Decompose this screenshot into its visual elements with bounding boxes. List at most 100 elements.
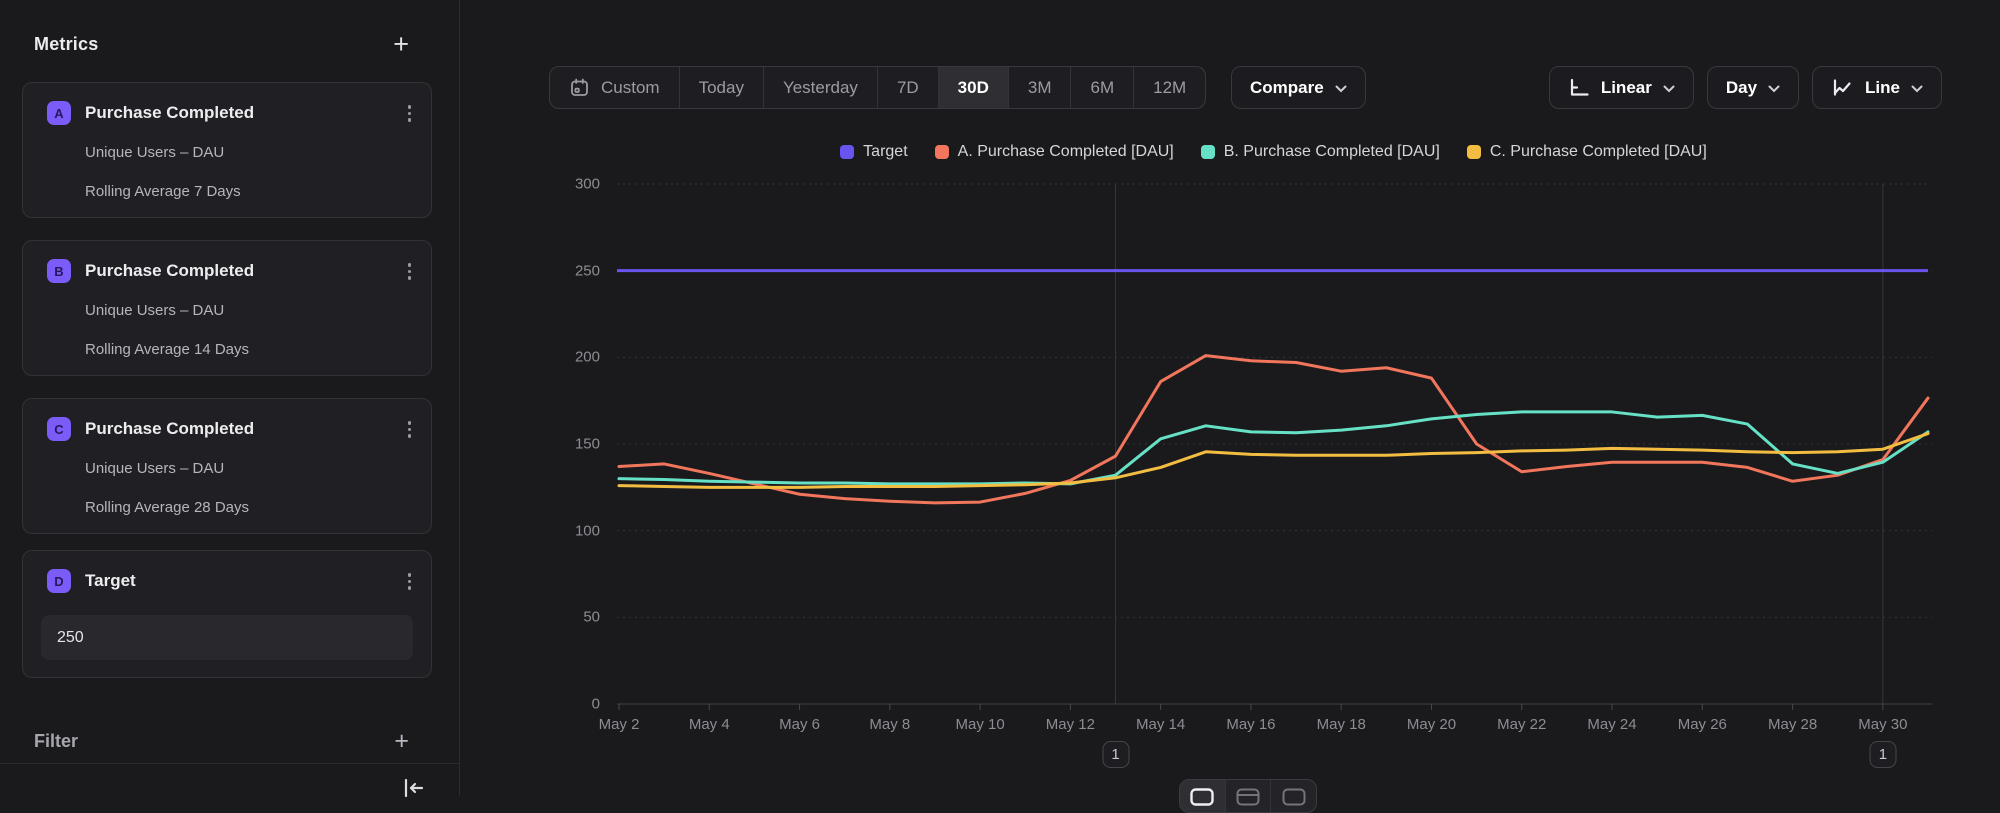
add-metric-icon[interactable]: +: [393, 34, 409, 54]
scale-button[interactable]: Linear: [1549, 66, 1694, 109]
metric-card-header: D Target: [47, 569, 417, 594]
metric-title: Purchase Completed: [85, 419, 254, 439]
range-30d[interactable]: 30D: [938, 67, 1008, 108]
metric-measure: Unique Users – DAU: [85, 144, 224, 161]
calendar-icon: [569, 77, 590, 98]
x-axis-label: May 22: [1497, 716, 1546, 733]
legend-item[interactable]: B. Purchase Completed [DAU]: [1201, 143, 1440, 161]
metric-transform: Rolling Average 7 Days: [85, 183, 241, 200]
y-axis-label: 200: [545, 349, 600, 366]
range-12m[interactable]: 12M: [1133, 67, 1205, 108]
x-axis-label: May 18: [1317, 716, 1366, 733]
metric-title: Purchase Completed: [85, 103, 254, 123]
view-toggle: [1179, 779, 1317, 813]
range-custom[interactable]: Custom: [550, 67, 679, 108]
sidebar-divider: [0, 763, 459, 764]
legend-label: A. Purchase Completed [DAU]: [958, 143, 1174, 161]
legend-label: C. Purchase Completed [DAU]: [1490, 143, 1707, 161]
x-axis-label: May 10: [955, 716, 1004, 733]
metric-badge: C: [47, 417, 71, 441]
chevron-down-icon: [1768, 85, 1780, 93]
target-value-input[interactable]: [41, 615, 413, 660]
metric-measure: Unique Users – DAU: [85, 460, 224, 477]
table-view-icon: [1236, 788, 1260, 806]
legend-item[interactable]: C. Purchase Completed [DAU]: [1467, 143, 1707, 161]
x-axis-label: May 30: [1858, 716, 1907, 733]
legend-swatch: [1201, 145, 1215, 159]
series-line-c: [619, 434, 1928, 488]
view-split-button[interactable]: [1270, 780, 1316, 812]
split-view-icon: [1282, 788, 1306, 806]
line-chart-icon: [1831, 77, 1854, 99]
axis-scale-icon: [1568, 77, 1590, 99]
y-axis-label: 50: [545, 609, 600, 626]
metric-badge: B: [47, 259, 71, 283]
chart-view-icon: [1190, 788, 1214, 806]
legend-item[interactable]: Target: [840, 143, 907, 161]
metric-badge: A: [47, 101, 71, 125]
x-axis-label: May 20: [1407, 716, 1456, 733]
x-axis-label: May 12: [1046, 716, 1095, 733]
chart-controls: Linear Day Line: [1549, 66, 1942, 109]
x-axis-label: May 8: [869, 716, 910, 733]
y-axis-label: 150: [545, 436, 600, 453]
filter-section: Filter +: [34, 727, 409, 755]
y-axis-label: 100: [545, 522, 600, 539]
compare-button[interactable]: Compare: [1231, 66, 1366, 109]
y-axis-label: 300: [545, 176, 600, 193]
legend-swatch: [840, 145, 854, 159]
kebab-menu-icon[interactable]: [402, 569, 418, 594]
date-range-picker: Custom Today Yesterday 7D 30D 3M 6M 12M: [549, 66, 1206, 109]
add-filter-icon[interactable]: +: [394, 731, 409, 751]
metric-title: Target: [85, 571, 136, 591]
sidebar-header: Metrics +: [34, 30, 409, 58]
x-axis-label: May 26: [1678, 716, 1727, 733]
metric-card-a[interactable]: A Purchase Completed Unique Users – DAU …: [22, 82, 432, 218]
chevron-down-icon: [1663, 85, 1675, 93]
filter-title: Filter: [34, 731, 78, 752]
chart-type-button[interactable]: Line: [1812, 66, 1942, 109]
metric-card-header: A Purchase Completed: [47, 101, 417, 126]
range-7d[interactable]: 7D: [877, 67, 938, 108]
metric-title: Purchase Completed: [85, 261, 254, 281]
metric-transform: Rolling Average 14 Days: [85, 341, 249, 358]
target-card[interactable]: D Target: [22, 550, 432, 678]
x-axis-label: May 28: [1768, 716, 1817, 733]
kebab-menu-icon[interactable]: [402, 101, 418, 126]
view-chart-button[interactable]: [1180, 780, 1225, 812]
x-axis-label: May 6: [779, 716, 820, 733]
y-axis-label: 0: [545, 696, 600, 713]
metric-transform: Rolling Average 28 Days: [85, 499, 249, 516]
y-axis-label: 250: [545, 262, 600, 279]
kebab-menu-icon[interactable]: [402, 417, 418, 442]
x-axis-label: May 14: [1136, 716, 1185, 733]
chevron-down-icon: [1335, 85, 1347, 93]
range-3m[interactable]: 3M: [1008, 67, 1071, 108]
metrics-sidebar: Metrics + A Purchase Completed Unique Us…: [0, 0, 460, 796]
x-axis-label: May 24: [1587, 716, 1636, 733]
metric-card-header: B Purchase Completed: [47, 259, 417, 284]
x-axis-label: May 2: [599, 716, 640, 733]
legend-label: B. Purchase Completed [DAU]: [1224, 143, 1440, 161]
sidebar-title: Metrics: [34, 34, 98, 55]
legend-label: Target: [863, 143, 907, 161]
metric-badge: D: [47, 569, 71, 593]
legend-swatch: [935, 145, 949, 159]
legend-swatch: [1467, 145, 1481, 159]
view-table-button[interactable]: [1225, 780, 1271, 812]
metric-card-b[interactable]: B Purchase Completed Unique Users – DAU …: [22, 240, 432, 376]
annotation-badge[interactable]: 1: [1102, 741, 1129, 768]
collapse-sidebar-icon[interactable]: [401, 776, 425, 803]
metric-measure: Unique Users – DAU: [85, 302, 224, 319]
metric-card-header: C Purchase Completed: [47, 417, 417, 442]
x-axis-label: May 16: [1226, 716, 1275, 733]
range-6m[interactable]: 6M: [1070, 67, 1133, 108]
kebab-menu-icon[interactable]: [402, 259, 418, 284]
range-yesterday[interactable]: Yesterday: [763, 67, 877, 108]
legend-item[interactable]: A. Purchase Completed [DAU]: [935, 143, 1174, 161]
chart-legend: Target A. Purchase Completed [DAU] B. Purc…: [617, 143, 1930, 161]
annotation-badge[interactable]: 1: [1869, 741, 1896, 768]
range-today[interactable]: Today: [679, 67, 763, 108]
metric-card-c[interactable]: C Purchase Completed Unique Users – DAU …: [22, 398, 432, 534]
granularity-button[interactable]: Day: [1707, 66, 1799, 109]
